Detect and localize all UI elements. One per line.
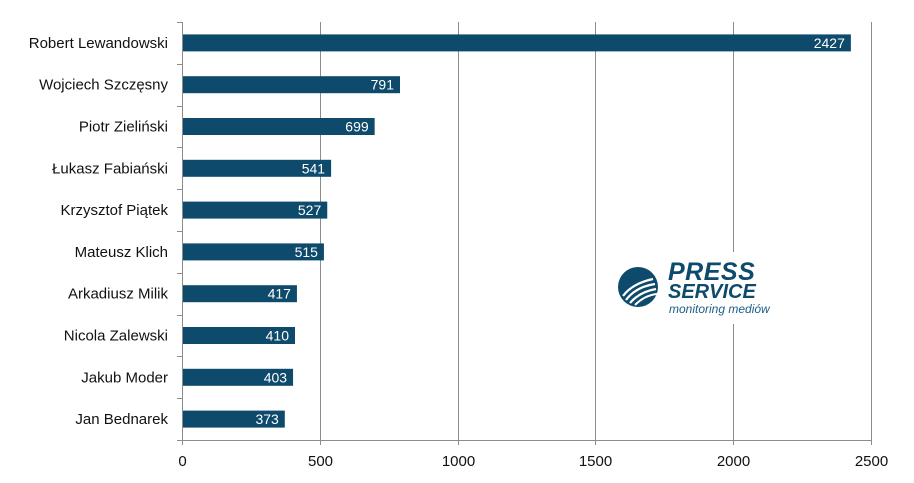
gridlines [320, 22, 872, 440]
axes [177, 22, 872, 445]
bar-10 [182, 410, 285, 428]
logo-text-press: PRESS [668, 258, 756, 286]
data-label-6: 515 [295, 244, 319, 260]
category-labels: Robert Lewandowski Wojciech Szczęsny Piotr… [29, 35, 169, 428]
data-label-4: 541 [302, 160, 326, 176]
bar-6 [182, 243, 324, 261]
bar-2 [182, 76, 400, 94]
bar-7 [182, 285, 297, 303]
data-label-3: 699 [345, 119, 369, 135]
bar-4 [182, 159, 332, 177]
x-tick-label-0: 0 [178, 453, 186, 470]
press-service-logo: PRESS SERVICE monitoring mediów [605, 252, 805, 324]
x-tick-labels: 0 500 1000 1500 2000 2500 [178, 453, 888, 470]
data-label-1: 2427 [814, 35, 845, 51]
logo-text-subtitle: monitoring mediów [669, 302, 770, 316]
category-label-2: Wojciech Szczęsny [39, 77, 168, 94]
x-tick-label-500: 500 [308, 453, 333, 470]
x-tick-label-1000: 1000 [442, 453, 475, 470]
x-tick-label-1500: 1500 [579, 453, 612, 470]
data-label-2: 791 [371, 77, 395, 93]
category-label-3: Piotr Zieliński [79, 119, 168, 136]
bars: 2427 791 699 541 527 515 417 410 403 373 [182, 34, 851, 428]
category-label-9: Jakub Moder [81, 369, 168, 386]
data-label-5: 527 [298, 202, 322, 218]
data-label-7: 417 [268, 286, 292, 302]
category-label-8: Nicola Zalewski [64, 328, 168, 345]
bar-9 [182, 368, 294, 386]
bar-8 [182, 327, 295, 344]
x-tick-label-2000: 2000 [717, 453, 750, 470]
press-service-logo-icon [618, 267, 658, 307]
bar-1 [182, 34, 851, 52]
bar-5 [182, 201, 328, 219]
category-label-7: Arkadiusz Milik [68, 286, 169, 303]
category-label-6: Mateusz Klich [75, 244, 168, 261]
data-label-9: 403 [264, 369, 288, 385]
data-label-10: 373 [255, 411, 279, 427]
data-label-8: 410 [266, 328, 290, 344]
category-label-10: Jan Bednarek [75, 411, 168, 428]
category-label-1: Robert Lewandowski [29, 35, 168, 52]
bar-3 [182, 118, 375, 135]
logo-text-service: SERVICE [668, 281, 756, 303]
category-label-5: Krzysztof Piątek [60, 202, 168, 219]
category-label-4: Łukasz Fabiański [52, 160, 168, 177]
x-tick-label-2500: 2500 [855, 453, 888, 470]
